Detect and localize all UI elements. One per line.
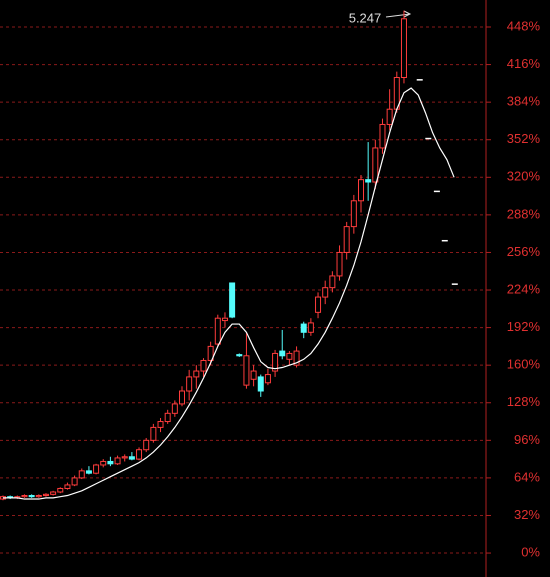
- candle-body: [57, 487, 64, 493]
- candle-body: [343, 226, 350, 253]
- candle-body: [85, 470, 92, 474]
- y-tick-label: 128%: [507, 394, 541, 409]
- candle-body: [264, 374, 271, 384]
- candle-body: [193, 370, 200, 378]
- candle-body: [300, 323, 307, 333]
- candle-body: [157, 421, 164, 428]
- candle-body: [214, 317, 221, 345]
- y-tick-label: 160%: [507, 357, 541, 372]
- candle-body: [229, 282, 236, 318]
- y-tick-label: 96%: [514, 432, 540, 447]
- candle-body: [28, 495, 35, 498]
- annotation-arrow: [385, 13, 411, 18]
- y-tick-label: 32%: [514, 507, 540, 522]
- candle-body: [315, 296, 322, 313]
- y-tick-label: 64%: [514, 469, 540, 484]
- candle-body: [336, 251, 343, 277]
- candle-body: [35, 495, 42, 498]
- candle-body: [293, 350, 300, 366]
- candle-body: [221, 317, 228, 322]
- candle-body: [121, 456, 128, 459]
- candle-body: [114, 457, 121, 465]
- candle-body: [42, 493, 49, 497]
- candle-body: [143, 439, 150, 451]
- y-tick-label: 192%: [507, 319, 541, 334]
- y-tick-label: 384%: [507, 94, 541, 109]
- y-tick-label: 416%: [507, 56, 541, 71]
- y-tick-label: 224%: [507, 281, 541, 296]
- y-tick-label: 448%: [507, 18, 541, 33]
- candle-body: [64, 484, 71, 489]
- ma-line: [3, 87, 455, 500]
- y-tick-label: 256%: [507, 244, 541, 259]
- candle-body: [379, 123, 386, 149]
- y-tick-label: 0%: [521, 544, 540, 559]
- candle-body: [78, 470, 85, 479]
- y-tick-label: 320%: [507, 169, 541, 184]
- candle-body: [365, 179, 372, 183]
- candle-body: [400, 18, 407, 78]
- candle-body: [329, 275, 336, 289]
- candle-body: [386, 108, 393, 125]
- candle-body: [100, 460, 107, 466]
- candle-body: [93, 464, 100, 474]
- candle-body: [207, 345, 214, 361]
- candle-body: [243, 355, 250, 386]
- candle-body: [272, 352, 279, 372]
- annotation-arrowhead: [403, 10, 412, 18]
- candle-body: [350, 200, 357, 228]
- candle-body: [128, 456, 135, 460]
- candle-body: [279, 350, 286, 357]
- candle-body: [236, 354, 243, 357]
- candle-body: [358, 179, 364, 202]
- candle-body: [50, 491, 57, 495]
- candle-body: [307, 322, 314, 333]
- y-tick-label: 352%: [507, 131, 541, 146]
- candle-body: [21, 495, 28, 498]
- candle-body: [171, 403, 178, 414]
- candle-body: [164, 412, 171, 423]
- candle-body: [71, 477, 78, 486]
- candle-body: [150, 426, 157, 441]
- candle-body: [372, 147, 379, 183]
- candle-body: [286, 352, 293, 360]
- annotation: 5.247: [349, 10, 382, 25]
- candle-body: [250, 370, 257, 380]
- candle-body: [107, 460, 114, 465]
- candle-body: [322, 287, 329, 298]
- candle-body: [179, 390, 185, 405]
- candle-body: [257, 376, 264, 392]
- candle-body: [136, 449, 143, 460]
- y-tick-label: 288%: [507, 206, 541, 221]
- candle-body: [186, 376, 193, 392]
- candle-body: [200, 359, 207, 372]
